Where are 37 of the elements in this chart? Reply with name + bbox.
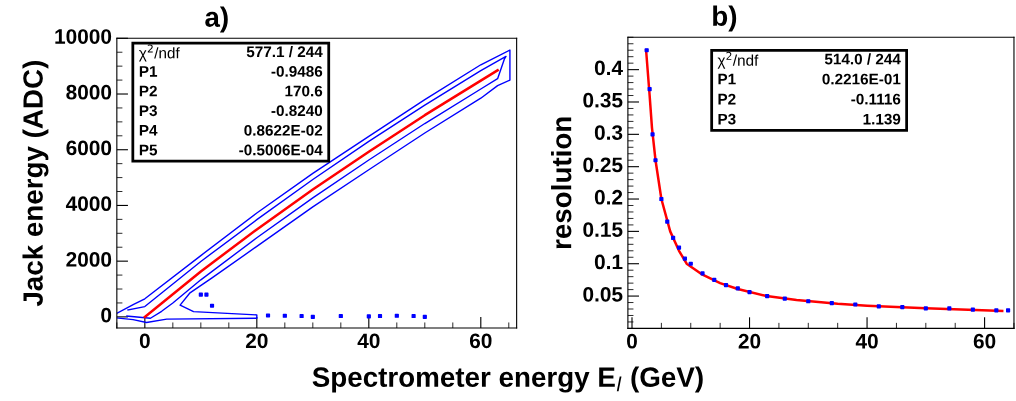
y-tick-label: 0.1 (594, 254, 623, 270)
x-tick-label: 60 (469, 333, 492, 349)
y-tick-label: 0.05 (583, 286, 623, 302)
y-tick-label: 0.35 (583, 92, 623, 108)
y-tick-label: 0.4 (594, 60, 623, 76)
y-axis-title: resolution (551, 117, 572, 249)
y-tick-label: 0.15 (583, 222, 623, 237)
y-tick-label: 6000 (66, 140, 112, 156)
x-tick-label: 20 (245, 333, 268, 349)
x-tick-label: 60 (973, 333, 996, 349)
y-tick-label: 4000 (65, 196, 112, 212)
x-tick-label: 40 (855, 333, 878, 349)
y-tick-label: 0.3 (594, 125, 623, 140)
text: P1 0.2216E-01 (718, 73, 901, 85)
chart-title: a) (205, 6, 228, 33)
y-tick-label: 8000 (66, 84, 112, 100)
text: P2 -0.1116 (718, 93, 901, 105)
x-tick-label: 40 (357, 333, 380, 349)
x-tick-label: 20 (738, 333, 761, 349)
text: P4 0.8622E-02 (139, 124, 323, 136)
y-tick-label: 0 (101, 307, 112, 323)
x-axis-title: Spectrometer energy E$_{l}$ (GeV) (312, 366, 703, 393)
x-tick-label: 0 (139, 333, 150, 349)
text: χ$^{2}$/ndf 514.0 / 244 (717, 51, 901, 69)
y-tick-label: 0.2 (594, 189, 623, 205)
text: P3 -0.8240 (139, 105, 323, 117)
text: χ$^{2}$/ndf 577.1 / 244 (138, 44, 323, 62)
y-tick-label: 10000 (55, 29, 112, 44)
text: P5 -0.5006E-04 (139, 144, 323, 156)
y-tick-label: 2000 (66, 252, 112, 267)
chart-title: b) (713, 5, 737, 32)
x-tick-label: 0 (627, 333, 637, 349)
text: P1 -0.9486 (139, 65, 323, 77)
text: P3 1.139 (718, 113, 901, 125)
y-tick-label: 0.25 (583, 157, 623, 173)
y-axis-title: Jack energy (ADC) (22, 61, 49, 307)
text: P2 170.6 (139, 85, 323, 97)
